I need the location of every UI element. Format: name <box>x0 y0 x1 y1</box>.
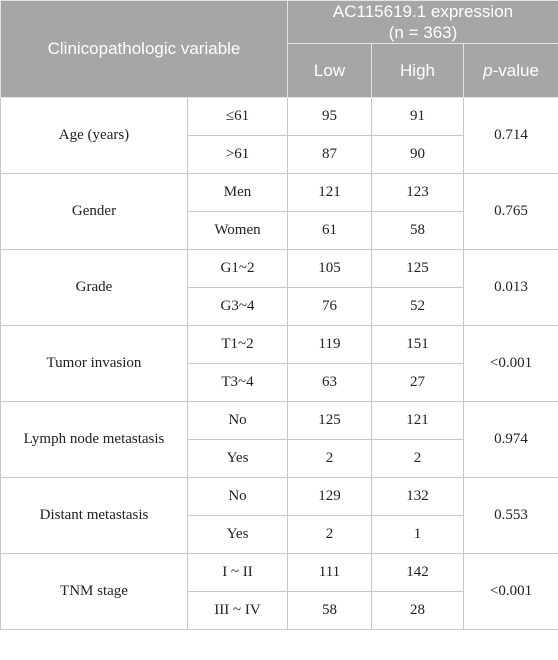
pvalue-suffix: -value <box>492 60 539 80</box>
level-cell: ≤61 <box>187 97 288 136</box>
high-value-cell: 142 <box>371 553 464 592</box>
low-value-cell: 2 <box>287 439 372 478</box>
high-value-cell: 1 <box>371 515 464 554</box>
pvalue-cell: <0.001 <box>462 553 558 630</box>
low-value-cell: 61 <box>287 211 372 250</box>
pvalue-cell: <0.001 <box>462 325 558 402</box>
expression-n: (n = 363) <box>388 23 458 42</box>
table-row: >61 87 90 <box>1 135 558 174</box>
table-row: G3~4 76 52 <box>1 287 558 326</box>
low-value-cell: 63 <box>287 363 372 402</box>
high-value-cell: 132 <box>371 477 464 516</box>
level-cell: G3~4 <box>187 287 288 326</box>
high-value-cell: 90 <box>371 135 464 174</box>
high-value-cell: 123 <box>371 173 464 212</box>
high-value-cell: 91 <box>371 97 464 136</box>
expression-title: AC115619.1 expression <box>332 2 514 21</box>
level-cell: III ~ IV <box>187 591 288 630</box>
table-row: Grade G1~2 105 125 0.013 <box>0 249 558 326</box>
level-cell: I ~ II <box>187 553 288 592</box>
level-cell: No <box>187 477 288 516</box>
low-value-cell: 119 <box>287 325 372 364</box>
table-row: Age (years) ≤61 95 91 0.714 <box>0 97 558 174</box>
high-value-cell: 125 <box>371 249 464 288</box>
level-cell: Women <box>187 211 288 250</box>
level-cell: Yes <box>187 439 288 478</box>
variable-cell: Age (years) <box>0 97 188 174</box>
low-header: Low <box>287 43 372 98</box>
high-value-cell: 2 <box>371 439 464 478</box>
table-row: T3~4 63 27 <box>1 363 558 402</box>
high-value-cell: 27 <box>371 363 464 402</box>
low-value-cell: 111 <box>287 553 372 592</box>
high-value-cell: 151 <box>371 325 464 364</box>
table-row: III ~ IV 58 28 <box>1 591 558 630</box>
level-cell: T3~4 <box>187 363 288 402</box>
pvalue-italic: p <box>483 60 493 80</box>
table-row: Distant metastasis No 129 132 0.553 <box>0 477 558 554</box>
pvalue-cell: 0.553 <box>462 477 558 554</box>
table-row: Gender Men 121 123 0.765 <box>0 173 558 250</box>
pvalue-cell: 0.765 <box>462 173 558 250</box>
table-body: Age (years) ≤61 95 91 0.714 >61 87 90 Ge… <box>0 97 558 630</box>
variable-header: Clinicopathologic variable <box>0 0 288 98</box>
low-value-cell: 95 <box>287 97 372 136</box>
high-header: High <box>371 43 464 98</box>
pvalue-cell: 0.974 <box>462 401 558 478</box>
variable-cell: Lymph node metastasis <box>0 401 188 478</box>
table-row: Tumor invasion T1~2 119 151 <0.001 <box>0 325 558 402</box>
expression-header: AC115619.1 expression (n = 363) <box>286 0 558 44</box>
low-value-cell: 125 <box>287 401 372 440</box>
low-value-cell: 58 <box>287 591 372 630</box>
low-value-cell: 87 <box>287 135 372 174</box>
high-value-cell: 58 <box>371 211 464 250</box>
table-row: Women 61 58 <box>1 211 558 250</box>
low-value-cell: 76 <box>287 287 372 326</box>
variable-cell: TNM stage <box>0 553 188 630</box>
level-cell: Yes <box>187 515 288 554</box>
variable-cell: Gender <box>0 173 188 250</box>
table-row: Yes 2 1 <box>1 515 558 554</box>
low-value-cell: 105 <box>287 249 372 288</box>
table-row: TNM stage I ~ II 111 142 <0.001 <box>0 553 558 630</box>
pvalue-header: p-value <box>462 43 558 98</box>
level-cell: Men <box>187 173 288 212</box>
table-row: Lymph node metastasis No 125 121 0.974 <box>0 401 558 478</box>
pvalue-cell: 0.714 <box>462 97 558 174</box>
level-cell: G1~2 <box>187 249 288 288</box>
pvalue-cell: 0.013 <box>462 249 558 326</box>
level-cell: T1~2 <box>187 325 288 364</box>
table-header: Clinicopathologic variable AC115619.1 ex… <box>0 0 558 98</box>
variable-cell: Grade <box>0 249 188 326</box>
high-value-cell: 121 <box>371 401 464 440</box>
level-cell: No <box>187 401 288 440</box>
low-value-cell: 2 <box>287 515 372 554</box>
clinicopathologic-table: Clinicopathologic variable AC115619.1 ex… <box>0 0 558 630</box>
low-value-cell: 129 <box>287 477 372 516</box>
high-value-cell: 28 <box>371 591 464 630</box>
variable-cell: Distant metastasis <box>0 477 188 554</box>
high-value-cell: 52 <box>371 287 464 326</box>
low-value-cell: 121 <box>287 173 372 212</box>
level-cell: >61 <box>187 135 288 174</box>
variable-cell: Tumor invasion <box>0 325 188 402</box>
